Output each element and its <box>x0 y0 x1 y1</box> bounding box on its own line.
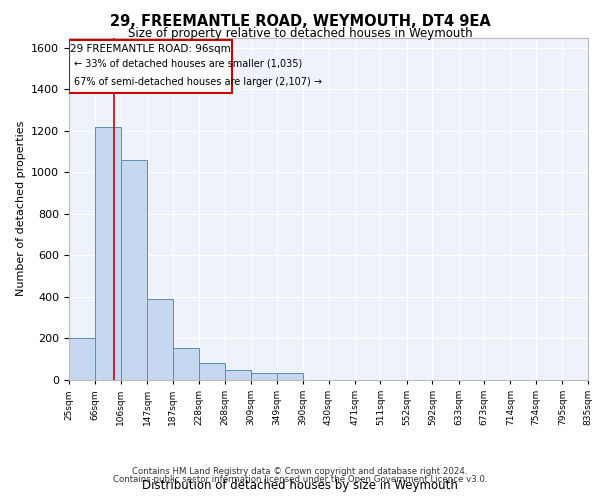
Text: 67% of semi-detached houses are larger (2,107) →: 67% of semi-detached houses are larger (… <box>74 77 322 87</box>
Text: Contains public sector information licensed under the Open Government Licence v3: Contains public sector information licen… <box>113 475 487 484</box>
Text: Size of property relative to detached houses in Weymouth: Size of property relative to detached ho… <box>128 28 472 40</box>
Bar <box>173 348 199 380</box>
Text: ← 33% of detached houses are smaller (1,035): ← 33% of detached houses are smaller (1,… <box>74 58 302 68</box>
Text: 29 FREEMANTLE ROAD: 96sqm: 29 FREEMANTLE ROAD: 96sqm <box>70 44 231 54</box>
Bar <box>251 372 277 380</box>
Y-axis label: Number of detached properties: Number of detached properties <box>16 121 26 296</box>
Bar <box>199 364 224 380</box>
Bar <box>69 338 95 380</box>
Bar <box>224 370 251 380</box>
Text: Distribution of detached houses by size in Weymouth: Distribution of detached houses by size … <box>142 480 458 492</box>
Bar <box>277 372 303 380</box>
FancyBboxPatch shape <box>69 40 232 92</box>
Bar <box>121 160 147 380</box>
Bar <box>147 299 173 380</box>
Text: 29, FREEMANTLE ROAD, WEYMOUTH, DT4 9EA: 29, FREEMANTLE ROAD, WEYMOUTH, DT4 9EA <box>110 14 490 29</box>
Bar <box>95 127 121 380</box>
Text: Contains HM Land Registry data © Crown copyright and database right 2024.: Contains HM Land Registry data © Crown c… <box>132 467 468 476</box>
